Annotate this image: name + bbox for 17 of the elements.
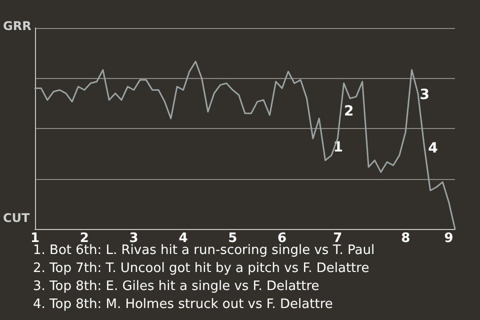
x-tick-label: 6 bbox=[278, 231, 287, 246]
x-tick-label: 7 bbox=[333, 231, 342, 246]
x-tick-label: 1 bbox=[30, 231, 40, 246]
x-tick-label: 5 bbox=[228, 231, 238, 246]
text: 4. Top 8th: M. Holmes struck out vs F. Delattre bbox=[33, 297, 333, 312]
annotation: 4 bbox=[428, 140, 438, 156]
text: 3. Top 8th: E. Giles hit a single vs F. Delattre bbox=[33, 279, 320, 294]
x-tick-label: 3 bbox=[129, 231, 138, 246]
x-tick-label: 8 bbox=[401, 231, 410, 246]
text: 2. Top 7th: T. Uncool got hit by a pitch vs F. Delattre bbox=[33, 261, 370, 276]
x-tick-label: 9 bbox=[444, 231, 454, 246]
text: GRR bbox=[3, 19, 32, 33]
x-tick-label: 4 bbox=[178, 231, 188, 246]
annotation: 2 bbox=[344, 103, 354, 120]
annotation: 3 bbox=[420, 86, 430, 103]
text: 1. Bot 6th: L. Rivas hit a run-scoring single vs T. Paul bbox=[33, 243, 375, 258]
text: CUT bbox=[3, 211, 31, 225]
